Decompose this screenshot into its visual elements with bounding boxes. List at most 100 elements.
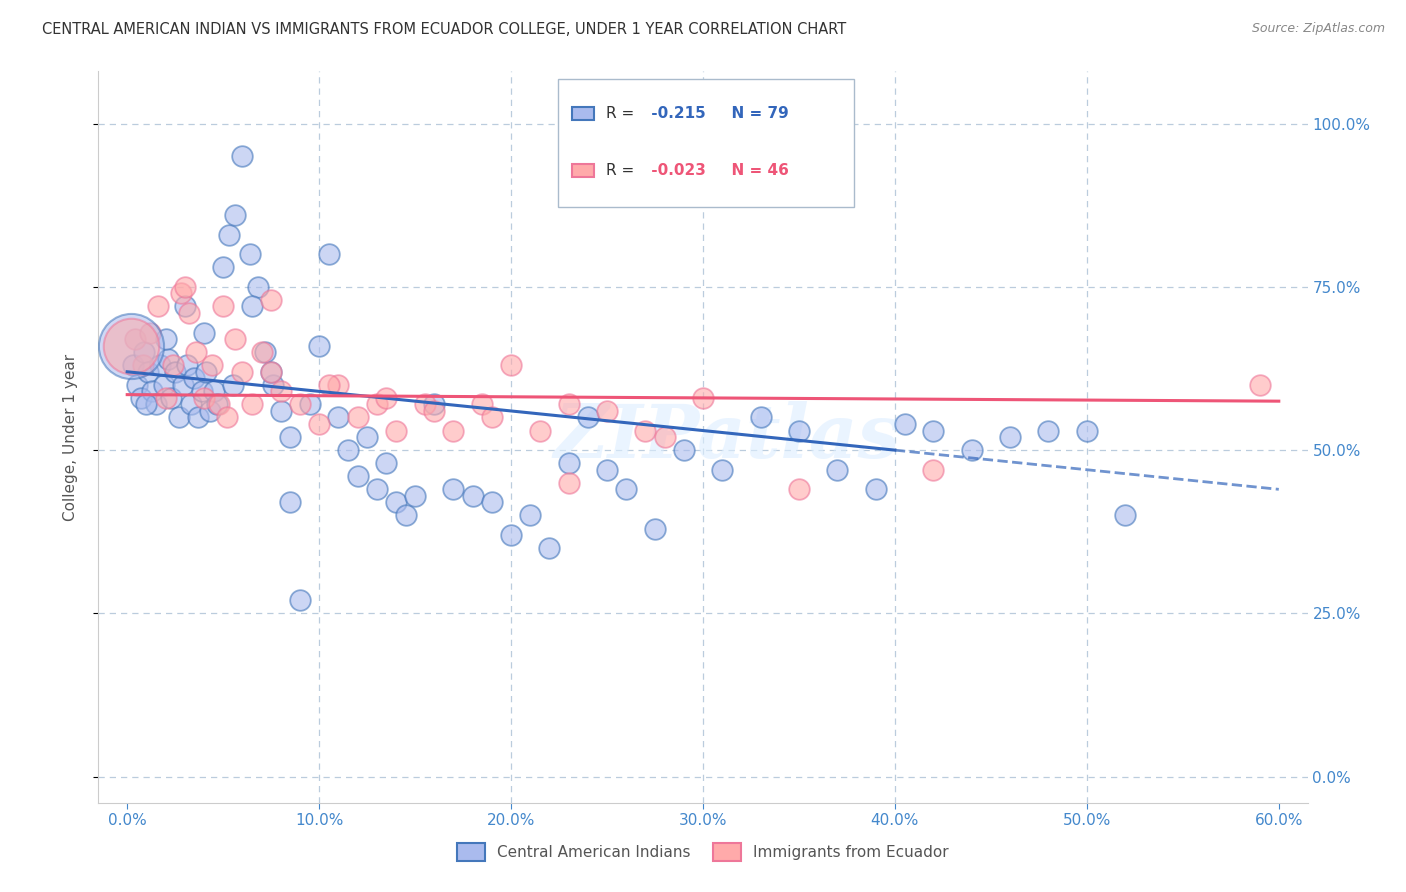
Text: -0.215: -0.215 [647,106,706,121]
Point [260,365,283,379]
Point [413,397,436,411]
Point [124,332,146,346]
Point [136,365,159,379]
Point [260,293,283,307]
Point [596,463,619,477]
Point [366,483,388,497]
Point [654,430,676,444]
Point [156,351,179,366]
Point [481,495,503,509]
Point [186,345,208,359]
Point [404,489,426,503]
Point [208,397,231,411]
Point [173,280,195,294]
Point [865,483,887,497]
Point [222,377,245,392]
Point [557,456,579,470]
Point [308,417,330,431]
Point [366,397,388,411]
Point [149,358,172,372]
Text: N = 79: N = 79 [721,106,789,121]
Point [125,377,148,392]
Point [170,286,193,301]
Text: ZIPatlas: ZIPatlas [554,401,901,474]
Point [529,424,551,438]
Point [423,397,446,411]
Point [129,391,152,405]
Point [177,306,200,320]
Point [328,410,350,425]
Point [499,528,522,542]
Point [180,397,202,411]
Point [443,483,465,497]
Point [1114,508,1136,523]
Point [162,358,184,372]
Point [385,495,408,509]
Point [260,365,283,379]
Point [193,326,215,340]
Text: R =: R = [606,106,640,121]
Point [596,404,619,418]
Point [280,430,302,444]
Point [711,463,734,477]
Point [193,391,215,405]
Point [557,475,579,490]
Point [922,463,945,477]
Point [385,424,408,438]
Point [308,339,330,353]
Point [139,326,162,340]
Point [187,410,209,425]
Point [960,443,983,458]
Text: -0.023: -0.023 [647,163,706,178]
Point [394,508,416,523]
Point [557,397,579,411]
Point [893,417,915,431]
Point [202,384,225,399]
Point [787,424,810,438]
FancyBboxPatch shape [572,164,595,178]
Point [250,345,273,359]
Point [998,430,1021,444]
Point [336,443,359,458]
Point [201,358,224,372]
Point [1038,424,1060,438]
Point [131,358,153,372]
Point [461,489,484,503]
Text: Source: ZipAtlas.com: Source: ZipAtlas.com [1251,22,1385,36]
Point [443,424,465,438]
Point [672,443,695,458]
Point [644,521,666,535]
Point [318,377,340,392]
Point [614,483,637,497]
Point [224,332,246,346]
Point [155,391,177,405]
Point [176,358,198,372]
Point [634,424,657,438]
Legend: Central American Indians, Immigrants from Ecuador: Central American Indians, Immigrants fro… [450,836,956,868]
Text: CENTRAL AMERICAN INDIAN VS IMMIGRANTS FROM ECUADOR COLLEGE, UNDER 1 YEAR CORRELA: CENTRAL AMERICAN INDIAN VS IMMIGRANTS FR… [42,22,846,37]
Point [152,377,174,392]
Text: N = 46: N = 46 [721,163,789,178]
Point [198,404,221,418]
Point [328,377,350,392]
Point [375,456,398,470]
Point [212,260,235,275]
Point [145,397,167,411]
Point [280,495,302,509]
Point [231,365,253,379]
Point [134,345,156,359]
Point [346,469,368,483]
Point [224,208,246,222]
Point [207,397,229,411]
Point [519,508,541,523]
Point [576,410,599,425]
Point [183,371,205,385]
Point [167,410,190,425]
Point [231,149,253,163]
Point [922,424,945,438]
Point [1076,424,1098,438]
Point [239,247,262,261]
Point [155,332,177,346]
Point [471,397,494,411]
Point [749,410,772,425]
